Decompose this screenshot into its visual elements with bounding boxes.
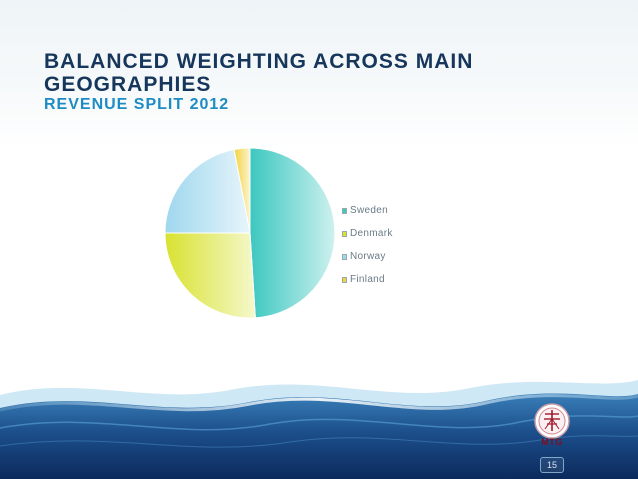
- legend-swatch: [342, 230, 347, 237]
- title-background: [0, 0, 638, 150]
- legend-label: Denmark: [350, 228, 393, 239]
- slide-subtitle: REVENUE SPLIT 2012: [44, 96, 230, 113]
- legend-item-denmark: Denmark: [342, 222, 393, 245]
- chart-legend: Sweden Denmark Norway Finland: [342, 199, 393, 291]
- page-number: 15: [540, 457, 564, 473]
- logo-text: MTG: [541, 437, 563, 447]
- wave-decoration: [0, 380, 638, 479]
- legend-item-finland: Finland: [342, 268, 393, 291]
- legend-item-sweden: Sweden: [342, 199, 393, 222]
- legend-swatch: [342, 207, 347, 214]
- pie-slice-finland: [233, 147, 251, 234]
- legend-swatch: [342, 253, 347, 260]
- legend-swatch: [342, 276, 347, 283]
- legend-label: Finland: [350, 274, 385, 285]
- pie-slice-norway: [164, 148, 251, 234]
- legend-item-norway: Norway: [342, 245, 393, 268]
- legend-label: Norway: [350, 251, 386, 262]
- legend-label: Sweden: [350, 205, 388, 216]
- pie-chart: [164, 147, 336, 319]
- pie-slice-denmark: [164, 232, 256, 319]
- mtg-logo-icon: [534, 403, 570, 439]
- pie-slice-sweden: [249, 147, 336, 319]
- slide-title: BALANCED WEIGHTING ACROSS MAIN GEOGRAPHI…: [44, 50, 474, 96]
